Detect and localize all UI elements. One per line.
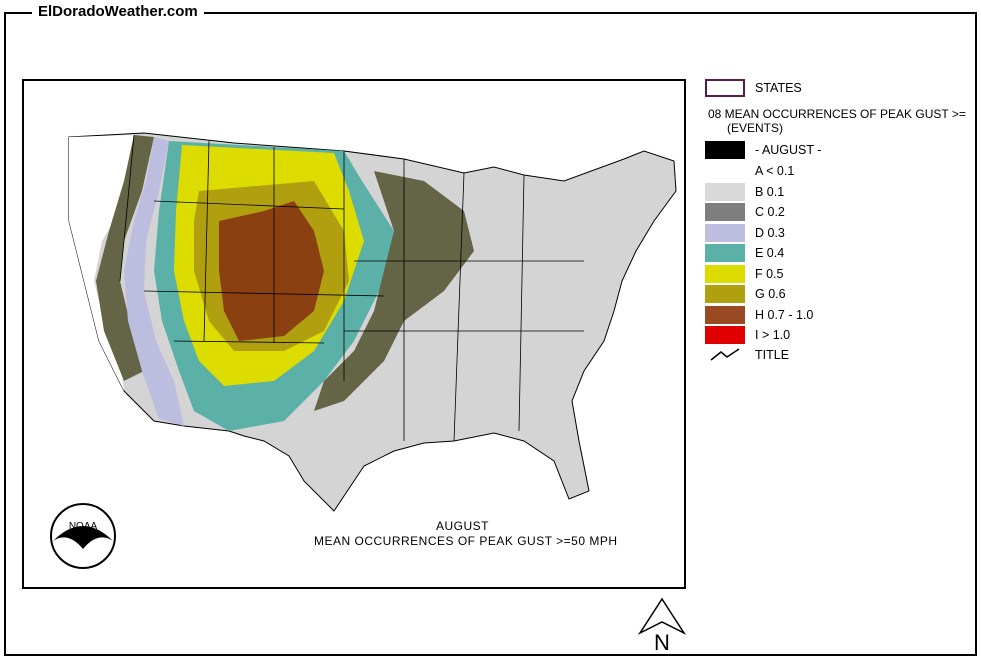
noaa-logo-text: NOAA	[69, 521, 98, 532]
map-caption: AUGUST MEAN OCCURRENCES OF PEAK GUST >=5…	[314, 519, 618, 549]
title-line-icon	[710, 348, 740, 361]
legend-class-swatch	[705, 223, 745, 242]
legend-month-swatch	[705, 141, 745, 159]
band-c-west	[96, 135, 154, 381]
legend-class-swatch	[705, 182, 745, 201]
legend-class-label: F 0.5	[755, 266, 784, 281]
band-c-east	[314, 171, 474, 411]
legend-heading: 08 MEAN OCCURRENCES OF PEAK GUST >=	[708, 107, 966, 121]
band-h	[219, 201, 324, 341]
legend-class-swatch	[705, 162, 745, 180]
legend-class-label: I > 1.0	[755, 328, 791, 342]
legend-class-label: D 0.3	[755, 225, 785, 240]
legend-class-swatch	[705, 326, 745, 344]
legend-class-swatch	[705, 203, 745, 221]
legend-class-row: B 0.1	[705, 182, 784, 202]
site-title[interactable]: ElDoradoWeather.com	[32, 3, 204, 21]
legend-month-label: - AUGUST -	[755, 143, 822, 157]
legend-class-label: G 0.6	[755, 287, 786, 301]
legend-class-swatch	[705, 264, 745, 283]
legend-class-row: A < 0.1	[705, 161, 794, 181]
legend-class-label: B 0.1	[755, 184, 785, 199]
legend-class-label: E 0.4	[755, 246, 785, 260]
legend-states-swatch	[705, 79, 745, 97]
legend-class-row: D 0.3	[705, 223, 785, 243]
legend-class-label: H 0.7 - 1.0	[755, 307, 814, 322]
legend-class-label: A < 0.1	[755, 164, 795, 178]
north-arrow: N	[634, 596, 690, 661]
caption-month: AUGUST	[436, 519, 490, 533]
legend-class-row: C 0.2	[705, 202, 785, 222]
legend-class-label: C 0.2	[755, 205, 785, 219]
caption-description: MEAN OCCURRENCES OF PEAK GUST >=50 MPH	[314, 534, 618, 548]
legend-class-row: G 0.6	[705, 284, 786, 304]
legend-class-row: H 0.7 - 1.0	[705, 305, 813, 325]
legend-states-label: STATES	[755, 81, 802, 95]
page-frame	[4, 12, 977, 656]
legend-class-row: I > 1.0	[705, 325, 790, 345]
legend-class-swatch	[705, 244, 745, 262]
legend-month-row: - AUGUST -	[705, 140, 821, 160]
west-white-area	[69, 135, 134, 391]
map-panel: NOAA AUGUST MEAN OCCURRENCES OF PEAK GUS…	[22, 79, 686, 589]
legend-title-label: TITLE	[755, 348, 790, 362]
legend-class-swatch	[705, 305, 745, 324]
legend-states-row: STATES	[705, 78, 802, 98]
us-map	[68, 132, 677, 512]
band-d	[124, 137, 184, 426]
legend-class-swatch	[705, 285, 745, 303]
state-borders	[119, 134, 584, 442]
legend-title-row: TITLE	[705, 345, 789, 365]
legend-heading-units: (EVENTS)	[727, 121, 784, 135]
north-label: N	[654, 630, 670, 655]
legend-class-row: E 0.4	[705, 243, 784, 263]
legend-class-row: F 0.5	[705, 264, 784, 284]
